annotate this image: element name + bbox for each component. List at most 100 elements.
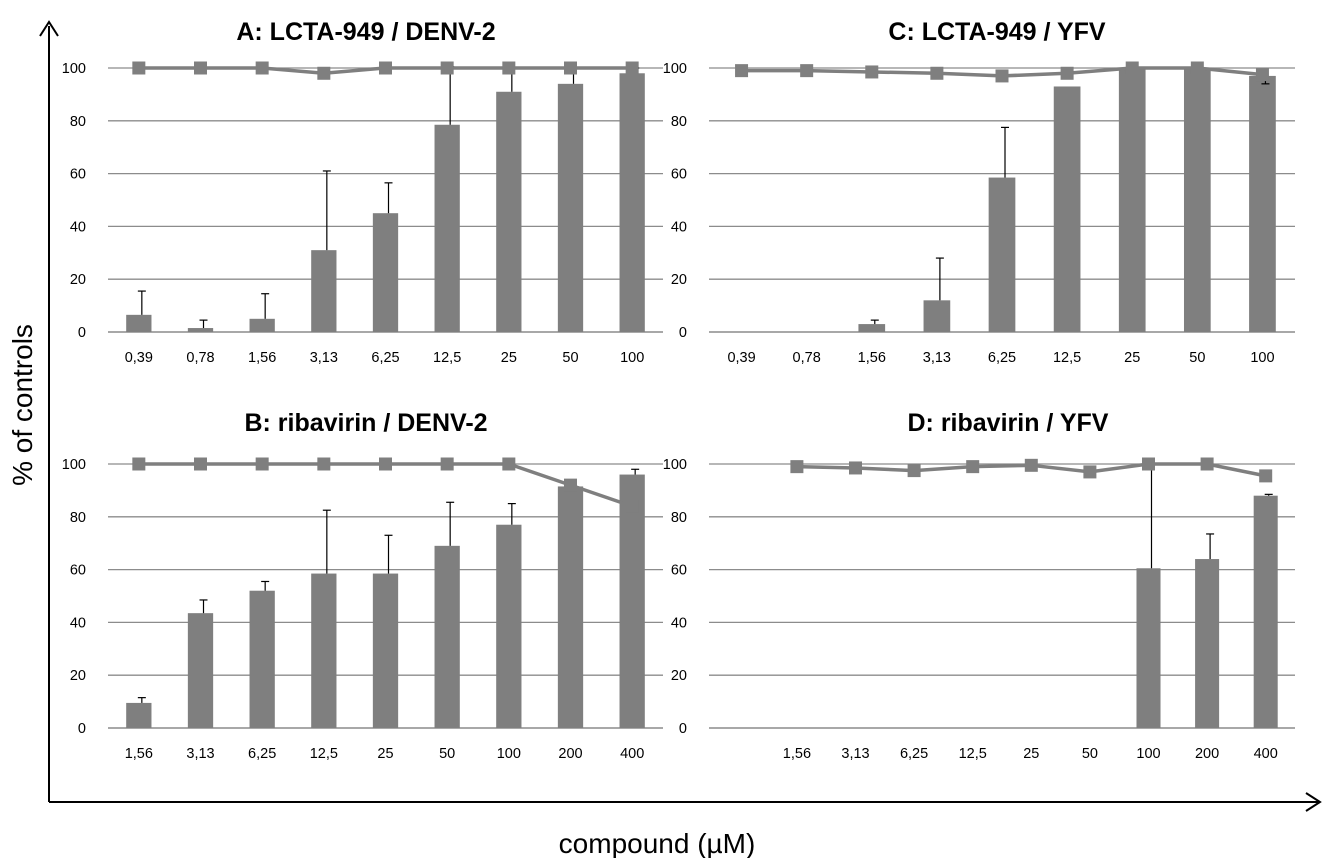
x-tick-label: 400: [1254, 746, 1278, 762]
x-tick-label: 1,56: [125, 746, 153, 762]
line-marker: [907, 464, 921, 478]
x-tick-label: 0,39: [125, 350, 153, 366]
x-tick-label: 100: [620, 350, 644, 366]
bar: [619, 73, 645, 332]
panel-d: D: ribavirin / YFV 0 20 40 60 80 100 1,56 3,13 6,…: [663, 409, 1295, 762]
x-tick-label: 0,39: [727, 350, 755, 366]
bar: [1183, 68, 1211, 332]
bar: [1253, 495, 1278, 728]
line-marker: [930, 66, 944, 80]
chart-title: C: LCTA-949 / YFV: [888, 18, 1105, 46]
line-marker: [502, 61, 516, 75]
line-marker: [625, 499, 639, 513]
y-tick-label: 100: [663, 457, 687, 473]
line-marker: [865, 65, 879, 79]
line-marker: [440, 457, 454, 471]
chart-title: A: LCTA-949 / DENV-2: [236, 18, 495, 46]
bar: [496, 524, 522, 728]
line-marker: [1083, 465, 1097, 479]
x-tick-label: 25: [1023, 746, 1039, 762]
bar: [187, 328, 214, 332]
line-marker: [1024, 458, 1038, 472]
x-tick-label: 0,78: [186, 350, 214, 366]
bar: [557, 486, 584, 728]
x-tick-label: 25: [1124, 350, 1140, 366]
line-marker: [194, 61, 207, 75]
line-marker: [564, 478, 577, 492]
bar: [311, 250, 337, 332]
x-tick-label: 12,5: [310, 746, 338, 762]
line-marker: [564, 61, 577, 75]
bar: [1249, 75, 1276, 333]
y-axis-arrowhead: [39, 20, 59, 37]
y-tick-label: 20: [70, 272, 86, 288]
chart-title: D: ribavirin / YFV: [908, 409, 1109, 437]
bar: [1118, 68, 1146, 332]
bar: [496, 91, 522, 332]
line-marker: [790, 460, 804, 474]
panel-a: A: LCTA-949 / DENV-2 0 20 40 60 80 100 0,39 0,78…: [62, 18, 663, 366]
y-tick-label: 100: [663, 61, 687, 77]
x-tick-label: 25: [501, 350, 517, 366]
x-tick-label: 3,13: [923, 350, 951, 366]
line-marker: [1142, 457, 1155, 471]
line-marker: [255, 61, 269, 75]
bar: [858, 324, 886, 332]
y-tick-label: 80: [671, 510, 687, 526]
x-tick-label: 100: [1136, 746, 1160, 762]
x-tick-label: 1,56: [783, 746, 811, 762]
x-tick-label: 50: [439, 746, 455, 762]
y-axis-label: % of controls: [7, 324, 38, 486]
bar: [988, 177, 1016, 332]
y-tick-label: 0: [78, 721, 86, 737]
x-tick-label: 6,25: [988, 350, 1016, 366]
x-tick-label: 6,25: [248, 746, 276, 762]
x-tick-label: 1,56: [858, 350, 886, 366]
x-tick-label: 1,56: [248, 350, 276, 366]
bar: [557, 83, 584, 332]
line-marker: [440, 61, 454, 75]
y-tick-label: 80: [671, 114, 687, 130]
x-tick-label: 3,13: [841, 746, 869, 762]
y-tick-label: 0: [78, 325, 86, 341]
line-marker: [132, 61, 146, 75]
x-tick-label: 50: [1189, 350, 1205, 366]
x-axis-label: compound (µM): [559, 828, 756, 858]
chart-title: B: ribavirin / DENV-2: [244, 409, 487, 437]
line-marker: [502, 457, 516, 471]
line-marker: [317, 66, 331, 80]
line-marker: [995, 69, 1009, 83]
line-marker: [1200, 457, 1214, 471]
line-marker: [1190, 61, 1204, 75]
x-tick-label: 100: [497, 746, 521, 762]
figure-axes: [39, 20, 1322, 812]
x-tick-label: 12,5: [1053, 350, 1081, 366]
line-marker: [735, 64, 749, 78]
line-marker: [1125, 61, 1139, 75]
panel-c: C: LCTA-949 / YFV 0 20 40 60 80 100 0,39 0,78 1,5…: [663, 18, 1295, 366]
line-marker: [1255, 68, 1269, 82]
bar: [249, 318, 275, 332]
bar: [372, 213, 399, 332]
line-marker: [849, 461, 862, 475]
x-tick-label: 12,5: [433, 350, 461, 366]
y-tick-label: 0: [679, 721, 687, 737]
x-tick-label: 100: [1250, 350, 1274, 366]
y-tick-label: 0: [679, 325, 687, 341]
x-axis-arrowhead: [1305, 792, 1322, 812]
y-tick-label: 80: [70, 510, 86, 526]
y-tick-label: 20: [70, 668, 86, 684]
line-marker: [1259, 469, 1273, 483]
x-tick-label: 200: [558, 746, 582, 762]
bar: [434, 545, 460, 728]
line-marker: [194, 457, 207, 471]
x-tick-label: 0,78: [793, 350, 821, 366]
x-tick-label: 3,13: [186, 746, 214, 762]
line-marker: [1060, 66, 1074, 80]
y-tick-label: 40: [70, 219, 86, 235]
bar: [434, 124, 460, 332]
bar: [923, 300, 951, 332]
y-tick-label: 80: [70, 114, 86, 130]
x-tick-label: 50: [1082, 746, 1098, 762]
